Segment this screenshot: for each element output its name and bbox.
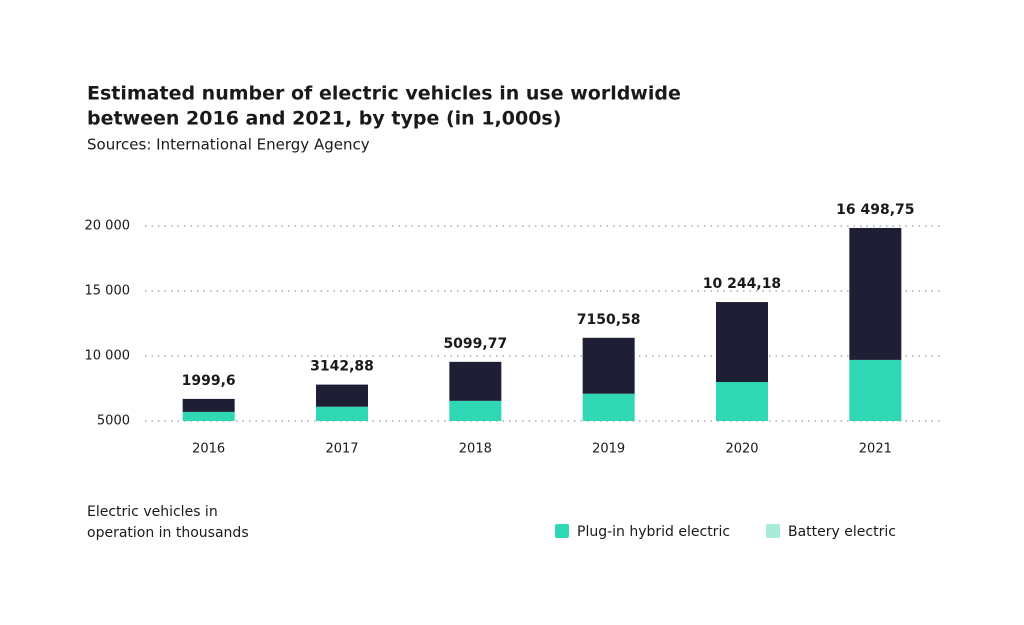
bar-segment — [182, 411, 235, 421]
bar-segment — [582, 337, 635, 394]
chart-title: Estimated number of electric vehicles in… — [87, 83, 681, 105]
total-label: 3142,88 — [310, 359, 374, 375]
bar-segment — [316, 384, 368, 407]
total-label: 1999,6 — [182, 373, 236, 389]
total-label: 7150,58 — [577, 312, 641, 328]
bar-segment — [449, 400, 502, 421]
y-tick-label: 10 000 — [85, 349, 131, 364]
bar-segment — [849, 359, 902, 421]
x-tick-label: 2018 — [459, 442, 492, 457]
bar-segment — [316, 406, 368, 421]
y-tick-label: 15 000 — [85, 284, 131, 299]
bar-segment — [716, 382, 768, 421]
x-tick-label: 2017 — [325, 442, 358, 457]
bar-segment — [849, 227, 902, 360]
bar-segment — [449, 361, 502, 401]
bar-segment — [182, 398, 235, 412]
legend-swatch — [766, 524, 780, 538]
chart-subtitle: Sources: International Energy Agency — [87, 136, 370, 154]
total-label: 10 244,18 — [703, 276, 781, 292]
legend-label: Battery electric — [788, 524, 896, 540]
legend-label: Plug-in hybrid electric — [577, 524, 730, 540]
x-tick-label: 2021 — [859, 442, 892, 457]
x-tick-label: 2016 — [192, 442, 225, 457]
chart-title: between 2016 and 2021, by type (in 1,000… — [87, 108, 561, 130]
bar-segment — [716, 302, 768, 382]
bar-segment — [582, 393, 635, 421]
legend-swatch — [555, 524, 569, 538]
total-label: 16 498,75 — [836, 202, 914, 218]
note: operation in thousands — [87, 525, 249, 541]
y-tick-label: 20 000 — [85, 219, 131, 234]
x-tick-label: 2020 — [725, 442, 758, 457]
y-tick-label: 5000 — [97, 414, 130, 429]
x-tick-label: 2019 — [592, 442, 625, 457]
note: Electric vehicles in — [87, 504, 218, 520]
total-label: 5099,77 — [443, 336, 507, 352]
